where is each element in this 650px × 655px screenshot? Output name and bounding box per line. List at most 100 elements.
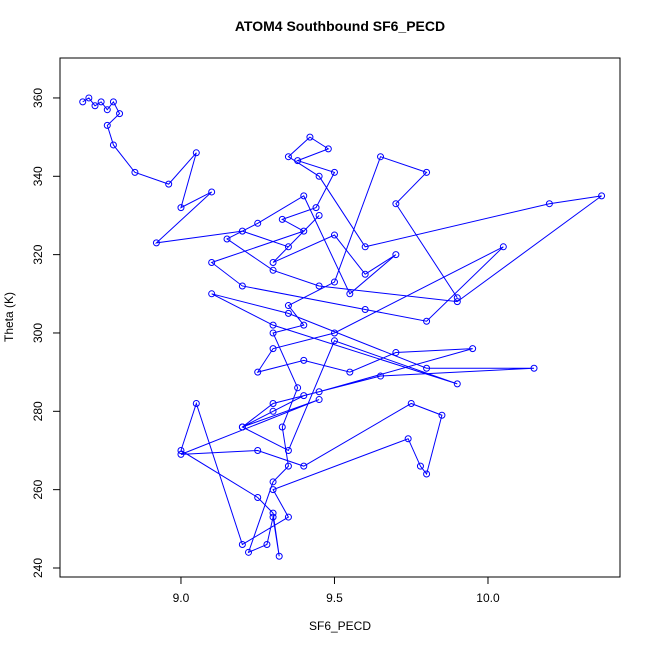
- data-point: [598, 192, 606, 200]
- y-tick-label: 300: [31, 323, 45, 343]
- x-tick-label: 10.0: [476, 591, 500, 605]
- data-point: [152, 239, 160, 247]
- data-point: [324, 145, 332, 153]
- data-point: [315, 388, 323, 396]
- data-point: [165, 180, 173, 188]
- data-point: [392, 349, 400, 357]
- data-point: [438, 411, 446, 419]
- data-point: [315, 282, 323, 290]
- y-tick-label: 260: [31, 479, 45, 499]
- data-point: [177, 204, 185, 212]
- data-point: [469, 345, 477, 353]
- data-point: [392, 251, 400, 259]
- data-point: [109, 98, 117, 106]
- data-point: [269, 321, 277, 329]
- x-axis-label: SF6_PECD: [309, 619, 371, 633]
- data-point: [377, 153, 385, 161]
- data-point: [423, 168, 431, 176]
- data-point: [103, 106, 111, 114]
- data-point: [208, 290, 216, 298]
- data-point: [192, 149, 200, 157]
- data-point: [208, 258, 216, 266]
- data-point: [315, 172, 323, 180]
- data-point: [377, 372, 385, 380]
- y-tick-label: 320: [31, 244, 45, 264]
- data-point: [330, 168, 338, 176]
- data-point: [294, 384, 302, 392]
- data-point: [177, 450, 185, 458]
- data-point: [346, 368, 354, 376]
- data-point: [284, 309, 292, 317]
- data-point: [269, 486, 277, 494]
- data-point: [330, 231, 338, 239]
- data-point: [254, 368, 262, 376]
- data-point: [330, 278, 338, 286]
- data-point: [306, 133, 314, 141]
- data-point: [300, 192, 308, 200]
- data-point: [223, 235, 231, 243]
- data-point: [238, 423, 246, 431]
- data-point: [275, 552, 283, 560]
- data-point: [284, 302, 292, 310]
- data-point: [269, 258, 277, 266]
- data-point: [192, 399, 200, 407]
- data-point: [392, 200, 400, 208]
- data-point: [330, 337, 338, 345]
- data-point: [346, 290, 354, 298]
- x-tick-label: 9.5: [326, 591, 343, 605]
- data-point: [315, 211, 323, 219]
- data-point: [238, 282, 246, 290]
- y-axis-label: Theta (K): [2, 292, 16, 342]
- y-tick-label: 340: [31, 166, 45, 186]
- y-tick-label: 240: [31, 558, 45, 578]
- data-point: [269, 399, 277, 407]
- data-point: [278, 215, 286, 223]
- y-tick-label: 280: [31, 401, 45, 421]
- data-point: [453, 294, 461, 302]
- data-point: [278, 423, 286, 431]
- data-point: [361, 243, 369, 251]
- data-point: [312, 204, 320, 212]
- data-point: [284, 243, 292, 251]
- y-tick-label: 360: [31, 88, 45, 108]
- data-point: [404, 435, 412, 443]
- data-point: [315, 396, 323, 404]
- x-tick-label: 9.0: [173, 591, 190, 605]
- data-point: [269, 513, 277, 521]
- data-line: [82, 97, 602, 557]
- data-point: [91, 102, 99, 110]
- plot-frame: [59, 57, 621, 578]
- data-point: [131, 168, 139, 176]
- data-point: [499, 243, 507, 251]
- data-point: [269, 509, 277, 517]
- data-point: [407, 399, 415, 407]
- data-point: [245, 548, 253, 556]
- data-point: [284, 462, 292, 470]
- data-point: [177, 446, 185, 454]
- data-point: [103, 121, 111, 129]
- data-point: [300, 392, 308, 400]
- data-point: [284, 513, 292, 521]
- data-point: [97, 98, 105, 106]
- data-point: [284, 153, 292, 161]
- data-point: [254, 493, 262, 501]
- data-point: [238, 540, 246, 548]
- data-point: [269, 345, 277, 353]
- data-point: [453, 380, 461, 388]
- data-point: [300, 356, 308, 364]
- data-point: [284, 446, 292, 454]
- data-point: [530, 364, 538, 372]
- data-point: [238, 227, 246, 235]
- data-point: [300, 462, 308, 470]
- data-point: [269, 478, 277, 486]
- data-point: [208, 188, 216, 196]
- data-point: [294, 157, 302, 165]
- data-point: [263, 540, 271, 548]
- data-point: [254, 446, 262, 454]
- data-point: [269, 407, 277, 415]
- data-point: [416, 462, 424, 470]
- data-point: [361, 270, 369, 278]
- data-point: [423, 364, 431, 372]
- data-point: [330, 329, 338, 337]
